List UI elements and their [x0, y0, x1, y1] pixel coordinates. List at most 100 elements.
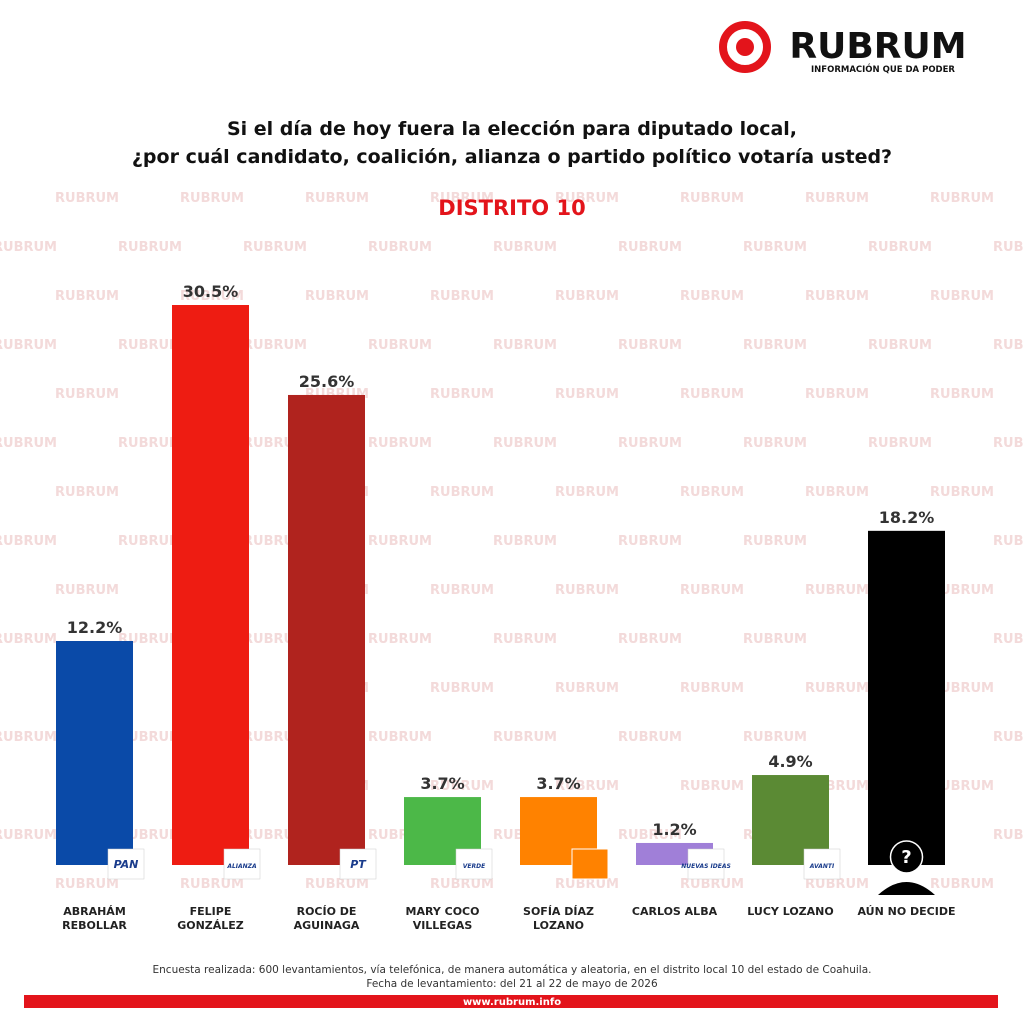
watermark: RUBRUM: [805, 387, 869, 402]
watermark: RUBRUM: [55, 877, 119, 892]
watermark: RUBRUM: [680, 877, 744, 892]
watermark: RUBRUM: [993, 828, 1024, 843]
watermark: RUBRUM: [180, 289, 244, 304]
footer-url: www.rubrum.info: [463, 997, 561, 1008]
x-tick-label: ABRAHÁM REBOLLAR: [62, 905, 127, 932]
watermark: RUBRUM: [55, 191, 119, 206]
logo-text: AVANTI: [809, 863, 835, 870]
watermark: RUBRUM: [555, 191, 619, 206]
watermark: RUBRUM: [930, 779, 994, 794]
x-tick-label: MARY COCO VILLEGAS: [405, 905, 480, 932]
value-label: 1.2%: [652, 820, 696, 839]
watermark: RUBRUM: [430, 779, 494, 794]
logo-box: [107, 848, 145, 880]
chart-title: DISTRITO 10: [438, 196, 585, 220]
watermark: RUBRUM: [930, 877, 994, 892]
watermark: RUBRUM: [118, 828, 182, 843]
watermark: RUBRUM: [743, 240, 807, 255]
x-tick-label: ROCÍO DE AGUINAGA: [293, 905, 360, 932]
watermark: RUBRUM: [430, 191, 494, 206]
watermark: RUBRUM: [618, 240, 682, 255]
logo-dot: [736, 38, 754, 56]
watermark: RUBRUM: [118, 534, 182, 549]
watermark: RUBRUM: [243, 240, 307, 255]
tagline: INFORMACIÓN QUE DA PODER: [811, 63, 955, 75]
value-label: 3.7%: [536, 774, 580, 793]
watermark: RUBRUM: [430, 583, 494, 598]
watermark: RUBRUM: [368, 534, 432, 549]
watermark: RUBRUM: [680, 387, 744, 402]
watermark: RUBRUM: [555, 681, 619, 696]
watermark: RUBRUM: [680, 681, 744, 696]
watermark: RUBRUM: [805, 289, 869, 304]
watermark: RUBRUM: [680, 289, 744, 304]
watermark: RUBRUM: [930, 485, 994, 500]
watermark: RUBRUM: [0, 534, 57, 549]
footer-note: Encuesta realizada: 600 levantamientos, …: [153, 964, 872, 976]
watermark: RUBRUM: [805, 583, 869, 598]
watermark: RUBRUM: [805, 877, 869, 892]
watermark: RUBRUM: [430, 289, 494, 304]
watermark: RUBRUM: [680, 191, 744, 206]
bar: [868, 530, 945, 865]
watermark: RUBRUM: [930, 583, 994, 598]
watermark: RUBRUM: [0, 436, 57, 451]
logo-text: PAN: [114, 858, 139, 871]
watermark: RUBRUM: [118, 730, 182, 745]
x-tick-label: LUCY LOZANO: [747, 905, 834, 918]
value-label: 4.9%: [768, 752, 812, 771]
brand: RUBRUM: [789, 26, 966, 67]
watermark: RUBRUM: [430, 387, 494, 402]
logo-text: ?: [901, 847, 911, 868]
watermark: RUBRUM: [618, 338, 682, 353]
x-tick-label: CARLOS ALBA: [631, 905, 718, 918]
watermark: RUBRUM: [493, 240, 557, 255]
x-tick-label: FELIPE GONZÁLEZ: [177, 905, 244, 932]
watermark: RUBRUM: [55, 583, 119, 598]
watermark: RUBRUM: [180, 877, 244, 892]
bar: [288, 394, 365, 865]
watermark: RUBRUM: [805, 485, 869, 500]
watermark: RUBRUM: [930, 289, 994, 304]
watermark: RUBRUM: [743, 632, 807, 647]
watermark: RUBRUM: [0, 828, 57, 843]
watermark: RUBRUM: [368, 730, 432, 745]
watermark: RUBRUM: [618, 534, 682, 549]
watermark: RUBRUM: [993, 436, 1024, 451]
watermark: RUBRUM: [680, 485, 744, 500]
watermark: RUBRUM: [368, 338, 432, 353]
logo-icon: [889, 840, 924, 874]
watermark: RUBRUM: [118, 632, 182, 647]
watermark: RUBRUM: [555, 583, 619, 598]
watermark: RUBRUM: [743, 730, 807, 745]
watermark: RUBRUM: [0, 338, 57, 353]
watermark: RUBRUM: [930, 191, 994, 206]
watermark: RUBRUM: [555, 289, 619, 304]
watermark: RUBRUM: [868, 240, 932, 255]
watermark: RUBRUM: [805, 681, 869, 696]
watermark: RUBRUM: [118, 240, 182, 255]
watermark: RUBRUM: [493, 436, 557, 451]
footer-note: Fecha de levantamiento: del 21 al 22 de …: [366, 978, 658, 990]
watermark: RUBRUM: [868, 338, 932, 353]
logo-box: [687, 848, 725, 880]
logo-text: PT: [350, 858, 367, 871]
watermark: RUBRUM: [305, 289, 369, 304]
watermark: RUBRUM: [555, 387, 619, 402]
watermark: RUBRUM: [618, 828, 682, 843]
logo-text: NUEVAS IDEAS: [681, 863, 731, 870]
watermark: RUBRUM: [555, 485, 619, 500]
watermark: RUBRUM: [55, 485, 119, 500]
watermark: RUBRUM: [305, 191, 369, 206]
watermark: RUBRUM: [493, 730, 557, 745]
watermark: RUBRUM: [55, 387, 119, 402]
watermark: RUBRUM: [743, 338, 807, 353]
watermark: RUBRUM: [743, 534, 807, 549]
watermark: RUBRUM: [993, 240, 1024, 255]
watermark: RUBRUM: [430, 681, 494, 696]
watermark: RUBRUM: [680, 779, 744, 794]
bar: [56, 641, 133, 865]
watermark: RUBRUM: [618, 632, 682, 647]
